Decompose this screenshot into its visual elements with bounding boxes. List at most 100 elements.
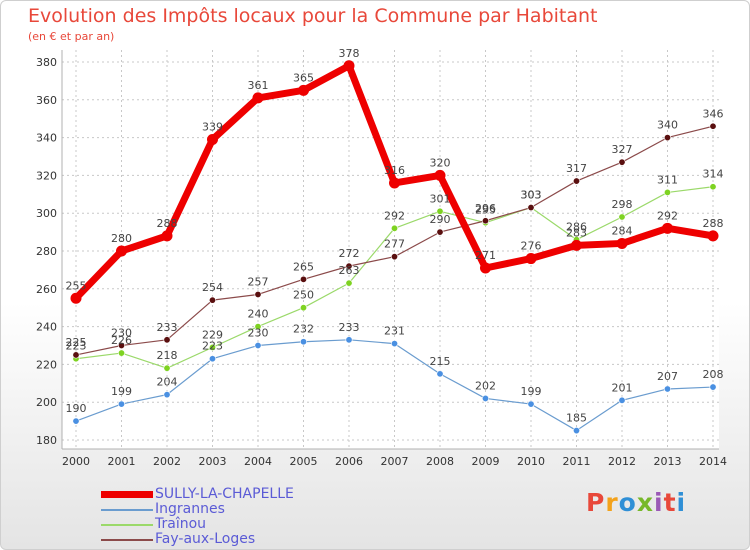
data-label: 254 [202,281,223,294]
legend-swatch-trainou [101,524,153,526]
data-point [118,349,126,357]
data-point [161,230,173,242]
data-point [163,391,171,399]
y-tick-label: 260 [36,283,57,296]
data-point [345,279,353,287]
data-point [436,207,444,215]
data-point [481,217,489,225]
data-point [72,351,80,359]
data-point [616,237,628,249]
data-point [345,336,353,344]
y-tick-label: 340 [36,132,57,145]
data-point [571,239,582,251]
legend-swatch-ingrannes [101,509,153,511]
data-label: 295 [475,204,496,217]
x-tick-label: 2014 [699,455,727,468]
x-tick-label: 2011 [563,455,591,468]
data-label: 201 [612,381,633,394]
data-label: 303 [521,189,542,202]
x-tick-label: 2006 [335,455,363,468]
plot-area [62,50,719,449]
logo-letter: r [605,488,619,517]
data-label: 226 [111,334,132,347]
data-label: 327 [612,143,633,156]
chart-subtitle: (en € et par an) [28,30,115,43]
x-tick-label: 2008 [426,455,454,468]
data-label: 207 [657,370,678,383]
data-label: 263 [339,264,360,277]
data-point [72,417,80,425]
y-tick-label: 300 [36,207,57,220]
y-tick-label: 380 [36,56,57,69]
data-label: 230 [248,327,269,340]
data-point [434,169,446,181]
proxiti-logo: Proxiti [586,488,686,517]
data-point [572,177,580,185]
data-point [299,304,307,312]
logo-letter: x [636,488,654,517]
y-tick-label: 180 [36,434,57,447]
logo-letter: i [654,488,664,517]
y-tick-label: 360 [36,94,57,107]
data-label: 225 [66,336,87,349]
data-point [252,92,264,104]
data-point [527,204,535,212]
data-point [707,230,719,242]
logo-letter: i [676,488,687,517]
data-point [663,134,671,142]
data-label: 316 [384,164,405,177]
data-label: 361 [248,79,269,92]
x-tick-label: 2001 [108,455,136,468]
data-label: 303 [521,189,542,202]
data-point [116,245,127,257]
data-label: 292 [384,209,405,222]
logo-letter: P [586,488,606,517]
data-label: 301 [430,192,451,205]
data-label: 233 [157,321,178,334]
data-point [481,394,489,402]
data-label: 190 [66,402,87,415]
data-label: 283 [566,226,587,239]
data-point [299,275,307,283]
x-tick-label: 2012 [608,455,636,468]
data-label: 202 [475,379,496,392]
data-label: 229 [202,328,223,341]
data-point [118,341,126,349]
data-label: 199 [521,385,542,398]
data-point [163,364,171,372]
data-label: 292 [657,209,678,222]
data-point [618,396,626,404]
data-label: 339 [202,120,223,133]
data-point [663,188,671,196]
y-tick-label: 320 [36,169,57,182]
y-tick-label: 220 [36,358,57,371]
data-point [299,338,307,346]
data-point [254,341,262,349]
data-point [345,262,353,270]
x-tick-label: 2004 [244,455,272,468]
legend-label-fay: Fay-aux-Loges [155,531,256,547]
data-point [254,290,262,298]
data-label: 378 [339,47,360,60]
data-label: 271 [475,249,496,262]
data-label: 284 [612,224,633,237]
data-label: 276 [521,240,542,253]
data-point [709,122,717,130]
data-label: 199 [111,385,132,398]
data-point [343,60,355,72]
legend-swatch-fay [101,539,153,541]
data-point [209,296,217,304]
legend-label-ingrannes: Ingrannes [155,501,225,517]
data-label: 365 [293,71,314,84]
data-point [525,253,537,265]
legend-label-sully: SULLY-LA-CHAPELLE [155,486,294,502]
data-label: 272 [339,247,360,260]
data-point [662,222,673,234]
x-tick-label: 2000 [62,455,90,468]
data-point [436,370,444,378]
data-label: 233 [339,321,360,334]
data-point [118,400,126,408]
data-label: 311 [657,173,678,186]
